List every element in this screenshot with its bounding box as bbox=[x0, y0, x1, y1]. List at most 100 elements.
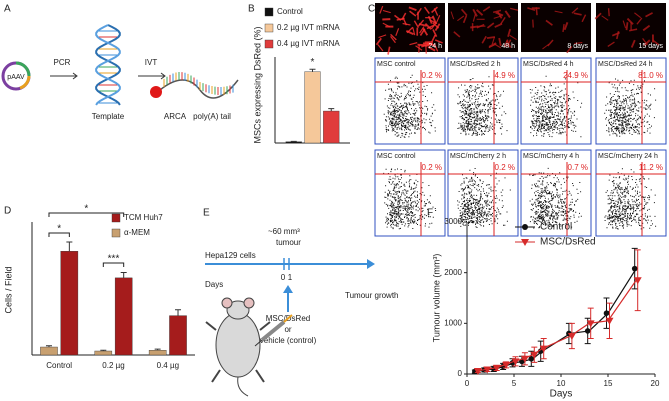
cell bbox=[625, 22, 629, 31]
error-bar bbox=[328, 108, 335, 112]
flow-percent: 4.9 % bbox=[495, 71, 515, 80]
flow-title: MSC control bbox=[377, 61, 416, 68]
bar bbox=[169, 315, 187, 356]
bar bbox=[285, 141, 302, 144]
x-axis-label: Days bbox=[550, 389, 573, 400]
scatter-dots bbox=[604, 168, 657, 230]
error-bar bbox=[309, 68, 316, 72]
bar bbox=[148, 350, 167, 356]
cell bbox=[601, 15, 609, 21]
marker bbox=[473, 367, 482, 375]
syringe-needle bbox=[254, 339, 263, 347]
dna-helix bbox=[95, 24, 121, 106]
series-line bbox=[476, 279, 637, 372]
cell bbox=[626, 17, 634, 25]
mouse-body bbox=[215, 312, 261, 378]
growth-label: Tumour growth bbox=[345, 291, 399, 300]
flow-percent: 0.2 % bbox=[422, 163, 442, 172]
significance: * bbox=[84, 204, 88, 215]
y-tick-label: 3000 bbox=[444, 217, 462, 226]
mouse-ear bbox=[221, 297, 233, 309]
fluorescence-image: 8 days bbox=[521, 3, 591, 54]
cell bbox=[436, 15, 441, 23]
cell bbox=[494, 23, 503, 28]
error-bar bbox=[120, 272, 127, 278]
cells-label: Hepa129 cells bbox=[205, 251, 256, 260]
flow-plot: MSC/mCherry 2 h 0.2 % bbox=[447, 149, 519, 237]
bar bbox=[60, 251, 79, 356]
panel-label: C bbox=[368, 4, 375, 15]
x-tick-label: 15 bbox=[604, 379, 613, 388]
cell bbox=[409, 10, 417, 17]
cell bbox=[462, 15, 468, 24]
panel-label: F bbox=[427, 208, 433, 219]
legend-marker bbox=[521, 239, 529, 246]
cell bbox=[493, 15, 502, 19]
marker bbox=[586, 320, 595, 328]
cell bbox=[395, 28, 400, 37]
cell bbox=[402, 22, 411, 26]
significance: * bbox=[57, 224, 61, 235]
cell bbox=[607, 8, 610, 17]
syringe bbox=[260, 320, 286, 342]
legend-swatch bbox=[264, 39, 274, 49]
fluorescence-image: 24 h bbox=[375, 3, 445, 55]
cell bbox=[375, 37, 382, 46]
cell bbox=[427, 46, 436, 52]
cell bbox=[510, 7, 519, 11]
cell bbox=[594, 12, 602, 20]
size-label: ~60 mm³ bbox=[268, 227, 300, 236]
plot-frame bbox=[520, 57, 592, 145]
cell bbox=[500, 16, 506, 25]
cell bbox=[417, 19, 425, 27]
legend-marker bbox=[522, 224, 528, 230]
marker bbox=[483, 366, 492, 374]
flow-percent: 0.2 % bbox=[495, 163, 515, 172]
cell bbox=[431, 6, 438, 14]
cell bbox=[643, 39, 651, 47]
cell bbox=[542, 43, 550, 50]
cell bbox=[566, 45, 573, 54]
cell bbox=[433, 43, 439, 52]
plot-frame bbox=[595, 149, 667, 237]
panel-label: A bbox=[4, 4, 11, 15]
flow-title: MSC control bbox=[377, 153, 416, 160]
bracket bbox=[48, 232, 70, 237]
flow-plot: MSC control 0.2 % bbox=[374, 149, 446, 237]
marker bbox=[528, 356, 535, 362]
scatter-dots bbox=[604, 78, 657, 137]
cell bbox=[486, 22, 495, 29]
cell bbox=[409, 42, 418, 46]
flow-title: MSC/mCherry 4 h bbox=[523, 153, 579, 160]
plot-frame bbox=[447, 57, 519, 145]
cell bbox=[630, 39, 636, 48]
flow-plot: MSC/DsRed 4 h 24.9 % bbox=[520, 57, 592, 145]
strand bbox=[95, 24, 121, 106]
scatter-dots bbox=[383, 168, 437, 230]
legend-label: α-MEM bbox=[124, 228, 150, 237]
cell bbox=[422, 43, 431, 46]
x-tick-label: 10 bbox=[557, 379, 566, 388]
cell bbox=[472, 13, 477, 22]
cell bbox=[377, 44, 384, 52]
cell bbox=[390, 33, 397, 41]
scatter-dots bbox=[457, 76, 508, 136]
panel-label: D bbox=[4, 206, 11, 217]
cell bbox=[475, 9, 484, 16]
treatment-label: vehicle (control) bbox=[260, 336, 317, 345]
arrow-head bbox=[160, 72, 166, 80]
cell bbox=[562, 24, 565, 33]
error-bar bbox=[66, 241, 73, 252]
cell bbox=[460, 8, 468, 16]
timeline-head bbox=[367, 259, 375, 269]
cell bbox=[492, 9, 502, 14]
flow-title: MSC/mCherry 24 h bbox=[598, 153, 658, 160]
cell bbox=[571, 7, 579, 14]
legend-label: MSC/DsRed bbox=[540, 237, 596, 248]
flow-plot: MSC/mCherry 4 h 0.7 % bbox=[520, 149, 592, 237]
cell bbox=[408, 6, 417, 11]
cell bbox=[498, 37, 502, 47]
cell bbox=[418, 26, 425, 34]
marker bbox=[502, 361, 511, 369]
